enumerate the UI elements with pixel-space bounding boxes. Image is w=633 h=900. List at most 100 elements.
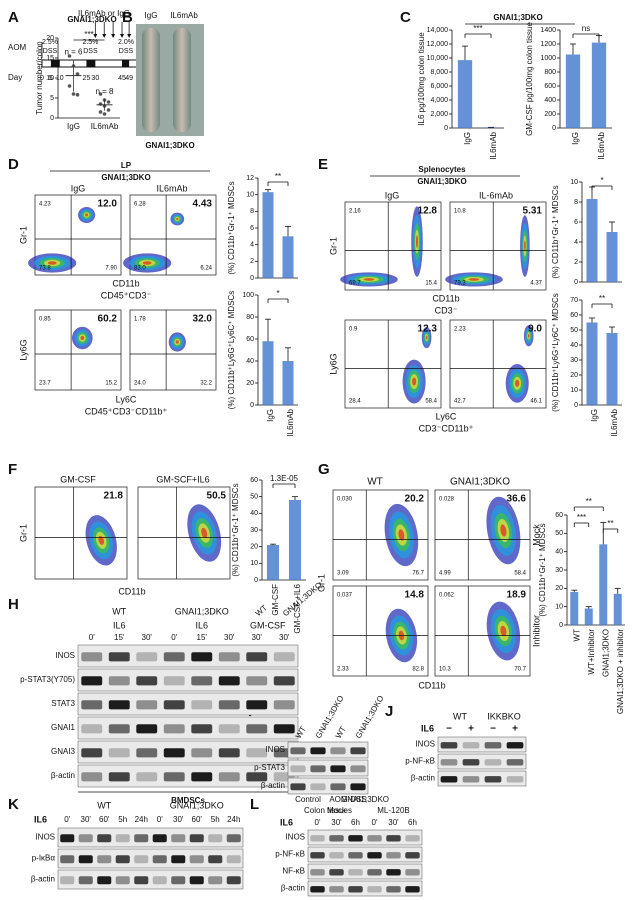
significance: * [600, 176, 603, 185]
bar [586, 199, 598, 282]
lane-label: − [446, 724, 452, 735]
band [246, 724, 268, 734]
y-tick-label: 1200 [540, 41, 556, 48]
band [350, 747, 366, 755]
blot-row-label: p-IκBα [32, 854, 56, 863]
quadrant-value: 18.9 [507, 590, 527, 601]
y-tick-label: 50 [250, 494, 258, 501]
panel-letter: L [250, 796, 259, 813]
x-tick-label: IgG [590, 409, 599, 422]
n-label: n = 8 [95, 87, 114, 96]
band [81, 772, 103, 782]
x-tick-label: IgG [266, 409, 275, 422]
quadrant-value: 10.3 [439, 667, 451, 673]
lane-label: 60' [192, 815, 203, 824]
quadrant-value: 1.78 [134, 317, 146, 323]
band [367, 852, 382, 859]
quadrant-value: 76.7 [412, 571, 424, 577]
quadrant-value: 10.8 [454, 209, 466, 215]
band [462, 776, 480, 783]
y-tick-label: 400 [544, 97, 556, 104]
lane-label: 60' [99, 815, 110, 824]
blot-row-label: β-actin [261, 781, 285, 790]
lane-label: GNAI1;3DKO [354, 694, 386, 740]
label: IL6 [280, 817, 293, 827]
y-tick-label: 30 [555, 567, 563, 574]
lane-label: 30' [142, 633, 153, 642]
cell-density [527, 333, 530, 338]
panel-letter: G [318, 461, 330, 478]
y-tick-label: 0 [574, 279, 578, 286]
x-tick-label: IgG [463, 132, 472, 145]
band [152, 876, 167, 885]
quadrant-value: 12.0 [98, 199, 118, 210]
lane-label: 0' [64, 815, 70, 824]
y-tick-label: 70 [570, 297, 578, 304]
label: 2.5% [82, 39, 98, 46]
quadrant-value: 4.37 [530, 281, 542, 287]
bar [584, 608, 593, 625]
band [60, 834, 75, 843]
data-point [67, 54, 72, 58]
significance: *** [473, 24, 482, 33]
blot-strip [307, 829, 423, 846]
label: Gr-1 [316, 574, 326, 592]
band [329, 886, 344, 893]
bar [262, 192, 274, 278]
blot-row-label: NF-κB [282, 867, 305, 876]
chart-title: GNAI1;3DKO [493, 13, 542, 22]
blot-row-label: INOS [265, 745, 285, 754]
band [386, 886, 401, 893]
label: CD11b [118, 586, 145, 596]
quadrant-value: 2.23 [454, 327, 466, 333]
blot-strip [77, 644, 299, 668]
quadrant-value: 0.062 [439, 593, 455, 599]
band [208, 876, 223, 885]
bar [599, 544, 608, 625]
band [208, 855, 223, 864]
data-point [67, 84, 72, 88]
band [108, 700, 130, 710]
band [218, 748, 240, 758]
band [273, 652, 295, 662]
band [348, 852, 363, 859]
y-tick-label: 6 [574, 219, 578, 226]
label: CD45⁺CD3⁻CD11b⁺ [85, 406, 168, 416]
y-axis-label: GM-CSF pg/100mg colon tissue [525, 22, 534, 136]
band [108, 772, 130, 782]
band [367, 869, 382, 876]
label: GNAI1;3DKO [101, 173, 150, 182]
label: IgG [71, 183, 86, 193]
x-tick-label: GM-CSF +IL6 [293, 583, 302, 633]
quadrant-value: 73.8 [39, 266, 51, 272]
band [191, 748, 213, 758]
quadrant-value: 0.037 [337, 593, 353, 599]
panel-letter: C [400, 9, 411, 26]
quadrant-value: 60.2 [98, 314, 118, 325]
y-tick-label: 200 [544, 111, 556, 118]
y-tick-label: 1000 [540, 55, 556, 62]
label: Splenocytes [418, 165, 466, 174]
data-point [102, 112, 107, 116]
blot-strip [307, 846, 423, 863]
quadrant-value: 42.7 [454, 399, 466, 405]
band [78, 855, 93, 864]
lane-label: 15' [197, 633, 208, 642]
bar [570, 592, 579, 625]
lane-label: 30' [81, 815, 92, 824]
lane-label: 0' [89, 633, 95, 642]
band [226, 855, 241, 864]
y-tick-label: 30 [570, 357, 578, 364]
quadrant-value: 58.4 [425, 399, 437, 405]
cell-density [98, 535, 105, 545]
band [350, 765, 366, 773]
label: IKKBKO [487, 711, 521, 721]
label: GNAI1;3DKO [281, 580, 324, 618]
band [136, 676, 158, 686]
y-tick-label: 0 [444, 125, 448, 132]
label: Gr-1 [18, 226, 28, 244]
arrowhead [102, 34, 107, 38]
band [163, 700, 185, 710]
cell-density [201, 527, 208, 539]
dss-period [122, 60, 130, 67]
